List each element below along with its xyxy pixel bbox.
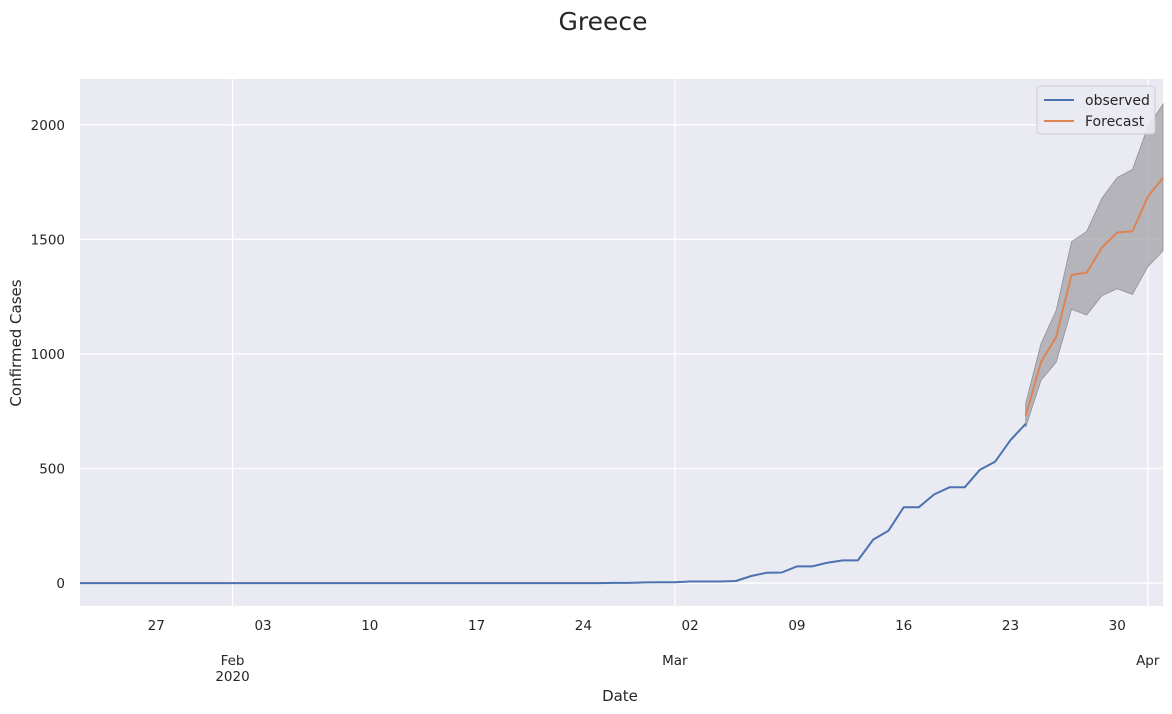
- x-minor-tick-label: 24: [575, 618, 592, 634]
- x-major-tick-label: Mar: [662, 653, 688, 669]
- series-layer: [80, 176, 1164, 585]
- y-tick-label: 1000: [31, 347, 65, 363]
- plot-area: [80, 79, 1163, 606]
- legend-label-observed: observed: [1085, 93, 1150, 109]
- x-minor-tick-label: 17: [468, 618, 485, 634]
- x-minor-tick-label: 09: [788, 618, 805, 634]
- x-major-tick-label: Feb: [221, 653, 245, 669]
- series-line-observed: [80, 423, 1027, 585]
- y-tick-label: 1500: [31, 232, 65, 248]
- y-axis-ticks: 0 500 1000 1500 2000: [31, 118, 65, 592]
- legend-label-forecast: Forecast: [1085, 114, 1145, 130]
- x-minor-tick-label: 02: [682, 618, 699, 634]
- x-minor-tick-label: 03: [254, 618, 271, 634]
- legend: observed Forecast: [1036, 85, 1156, 135]
- y-tick-label: 500: [39, 462, 65, 478]
- y-tick-label: 0: [56, 576, 65, 592]
- x-minor-tick-label: 10: [361, 618, 378, 634]
- y-axis-label: Confirmed Cases: [7, 279, 25, 406]
- grid-lines: [80, 79, 1163, 606]
- confidence-band: [1025, 102, 1164, 428]
- x-minor-tick-label: 16: [895, 618, 912, 634]
- confidence-band-layer: [1025, 102, 1164, 428]
- x-minor-tick-label: 30: [1109, 618, 1126, 634]
- y-tick-label: 2000: [31, 118, 65, 134]
- series-line-forecast: [1024, 176, 1164, 417]
- x-minor-tick-label: 27: [148, 618, 165, 634]
- x-major-tick-label: Apr: [1136, 653, 1160, 669]
- x-major-tick-sublabel: 2020: [215, 669, 249, 685]
- chart-title: Greece: [559, 7, 648, 36]
- x-minor-tick-label: 23: [1002, 618, 1019, 634]
- x-axis-label: Date: [602, 687, 638, 705]
